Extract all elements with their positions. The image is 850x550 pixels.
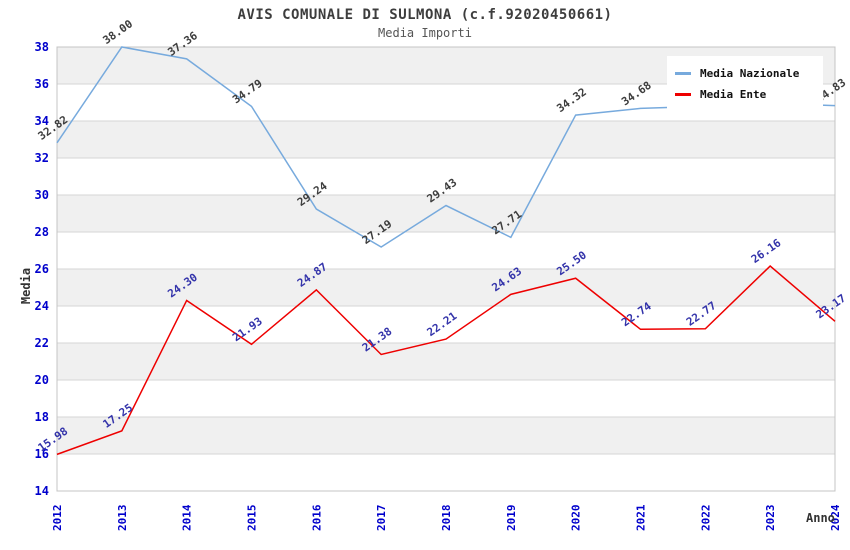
y-tick-label: 32	[35, 151, 49, 165]
x-tick-label: 2012	[51, 505, 64, 532]
data-point-label: 26.16	[749, 236, 784, 266]
data-point-label: 34.32	[554, 85, 589, 115]
data-point-label: 22.21	[425, 309, 460, 339]
plot-border	[56, 46, 836, 492]
x-tick-label: 2018	[440, 505, 453, 532]
y-tick-label: 38	[35, 40, 49, 54]
legend-label: Media Ente	[700, 88, 767, 101]
y-tick-label: 34	[35, 114, 49, 128]
legend-item-media-ente: Media Ente	[675, 84, 815, 105]
chart-title: AVIS COMUNALE DI SULMONA (c.f.9202045066…	[237, 7, 613, 23]
data-point-label: 21.93	[230, 315, 265, 345]
x-tick-label: 2014	[181, 504, 194, 531]
y-tick-label: 24	[35, 299, 49, 313]
legend: Media Nazionale Media Ente	[667, 56, 823, 112]
y-tick-label: 36	[35, 77, 49, 91]
x-tick-label: 2024	[829, 504, 842, 531]
x-tick-label: 2013	[116, 505, 129, 532]
x-tick-label: 2020	[570, 505, 583, 532]
x-tick-label: 2016	[310, 504, 323, 531]
data-point-label: 38.00	[101, 17, 136, 47]
media-nazionale-line-swatch-icon	[675, 72, 691, 75]
y-tick-label: 22	[35, 336, 49, 350]
plot-band	[57, 121, 835, 158]
legend-label: Media Nazionale	[700, 67, 800, 80]
y-tick-label: 16	[35, 447, 49, 461]
x-tick-label: 2022	[699, 505, 712, 532]
y-tick-label: 28	[35, 225, 49, 239]
y-tick-label: 18	[35, 410, 49, 424]
x-tick-label: 2015	[246, 505, 259, 532]
x-axis-title: Anno	[806, 511, 835, 525]
series-line	[56, 265, 836, 456]
plot-band	[57, 195, 835, 232]
chart-subtitle: Media Importi	[378, 26, 472, 40]
x-tick-label: 2021	[635, 504, 648, 531]
plot-band	[57, 417, 835, 454]
y-tick-label: 14	[35, 484, 49, 498]
x-tick-label: 2023	[764, 505, 777, 532]
media-ente-line-swatch-icon	[675, 93, 691, 96]
x-tick-label: 2017	[375, 505, 388, 532]
y-tick-label: 26	[35, 262, 49, 276]
y-tick-label: 20	[35, 373, 49, 387]
legend-item-media-nazionale: Media Nazionale	[675, 63, 815, 84]
y-tick-label: 30	[35, 188, 49, 202]
y-axis-title: Media	[19, 267, 33, 305]
plot-band	[57, 343, 835, 380]
x-tick-label: 2019	[505, 505, 518, 532]
